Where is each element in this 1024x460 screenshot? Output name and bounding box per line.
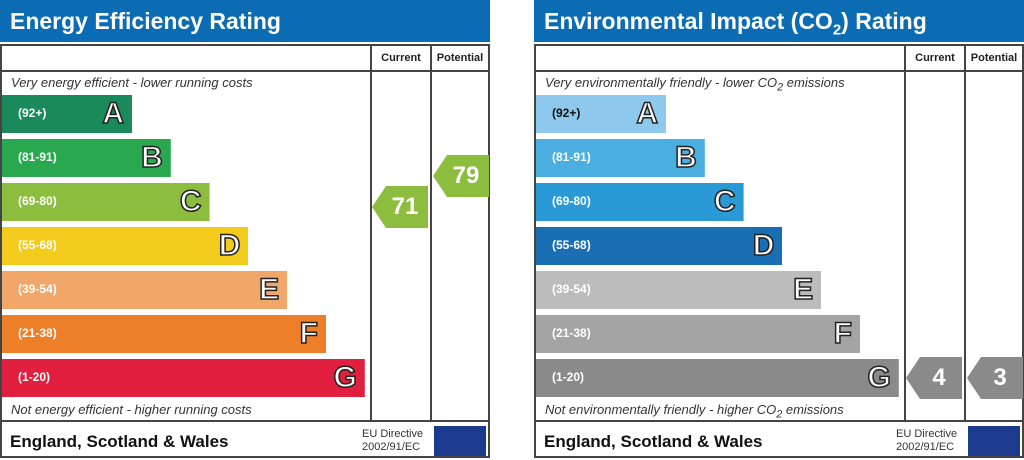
band-letter: F bbox=[299, 316, 319, 351]
band-range: (55-68) bbox=[18, 238, 57, 252]
band-F: (21-38) F bbox=[536, 315, 860, 353]
eu-flag-icon bbox=[968, 426, 1020, 456]
band-range: (21-38) bbox=[552, 326, 591, 340]
potential-column-header: Potential bbox=[970, 52, 1018, 64]
band-range: (69-80) bbox=[18, 194, 57, 208]
rating-table: Current Potential Very environmentally f… bbox=[534, 44, 1024, 458]
band-letter: B bbox=[140, 140, 163, 175]
eu-directive: EU Directive 2002/91/EC bbox=[896, 428, 958, 453]
band-letter: D bbox=[218, 228, 241, 263]
band-letter: G bbox=[867, 360, 892, 395]
potential-rating-arrow: 79 bbox=[433, 155, 489, 197]
panel-title: Energy Efficiency Rating bbox=[0, 0, 490, 42]
top-note: Very environmentally friendly - lower CO… bbox=[545, 75, 845, 94]
eu-flag-icon bbox=[434, 426, 486, 456]
current-column-header: Current bbox=[915, 52, 955, 64]
band-G: (1-20) G bbox=[536, 359, 899, 397]
band-C: (69-80) C bbox=[536, 183, 744, 221]
band-letter: A bbox=[636, 96, 659, 131]
band-E: (39-54) E bbox=[536, 271, 822, 309]
band-D: (55-68) D bbox=[536, 227, 783, 265]
band-range: (55-68) bbox=[552, 238, 591, 252]
band-range: (92+) bbox=[552, 106, 581, 120]
band-B: (81-91) B bbox=[2, 139, 171, 177]
region-label: England, Scotland & Wales bbox=[544, 432, 763, 451]
eu-directive: EU Directive 2002/91/EC bbox=[362, 428, 424, 453]
band-range: (39-54) bbox=[552, 282, 591, 296]
band-A: (92+) A bbox=[536, 95, 666, 133]
potential-rating-arrow: 3 bbox=[967, 357, 1023, 399]
current-rating-arrow: 4 bbox=[906, 357, 962, 399]
band-range: (81-91) bbox=[552, 150, 591, 164]
potential-column-header: Potential bbox=[436, 52, 484, 64]
band-range: (1-20) bbox=[552, 370, 585, 384]
band-range: (92+) bbox=[18, 106, 47, 120]
band-B: (81-91) B bbox=[536, 139, 705, 177]
current-column-header: Current bbox=[381, 52, 421, 64]
band-range: (21-38) bbox=[18, 326, 57, 340]
band-letter: D bbox=[752, 228, 775, 263]
current-rating-arrow: 71 bbox=[372, 186, 428, 228]
region-label: England, Scotland & Wales bbox=[10, 432, 229, 451]
energy-efficiency-panel: Energy Efficiency Rating Current Potenti… bbox=[0, 0, 490, 460]
band-range: (81-91) bbox=[18, 150, 57, 164]
rating-table: Current Potential Very energy efficient … bbox=[0, 44, 490, 458]
band-letter: E bbox=[258, 272, 280, 307]
band-letter: B bbox=[674, 140, 697, 175]
environmental-impact-panel: Environmental Impact (CO2) Rating Curren… bbox=[534, 0, 1024, 460]
band-F: (21-38) F bbox=[2, 315, 326, 353]
band-range: (1-20) bbox=[18, 370, 51, 384]
band-letter: F bbox=[833, 316, 853, 351]
top-note: Very energy efficient - lower running co… bbox=[11, 75, 253, 90]
band-D: (55-68) D bbox=[2, 227, 249, 265]
band-letter: C bbox=[713, 184, 736, 219]
band-range: (69-80) bbox=[552, 194, 591, 208]
band-letter: A bbox=[102, 96, 125, 131]
band-letter: C bbox=[179, 184, 202, 219]
band-E: (39-54) E bbox=[2, 271, 288, 309]
bottom-note: Not environmentally friendly - higher CO… bbox=[545, 402, 844, 421]
band-letter: E bbox=[792, 272, 814, 307]
band-C: (69-80) C bbox=[2, 183, 210, 221]
band-A: (92+) A bbox=[2, 95, 132, 133]
panel-title: Environmental Impact (CO2) Rating bbox=[534, 0, 1024, 42]
band-letter: G bbox=[333, 360, 358, 395]
band-G: (1-20) G bbox=[2, 359, 365, 397]
band-range: (39-54) bbox=[18, 282, 57, 296]
bottom-note: Not energy efficient - higher running co… bbox=[11, 402, 252, 417]
